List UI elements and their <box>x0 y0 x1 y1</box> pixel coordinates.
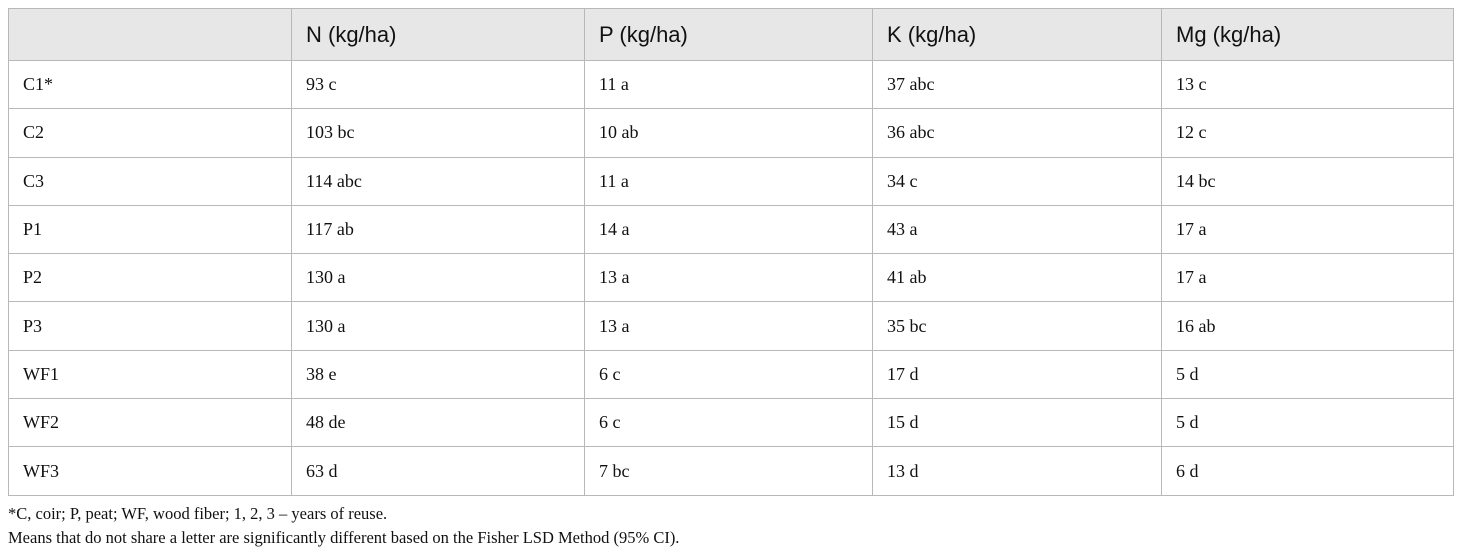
row-label: WF1 <box>8 349 292 400</box>
table-cell: 38 e <box>291 349 585 400</box>
row-label: P2 <box>8 253 292 303</box>
table-row: C2 103 bc 10 ab 36 abc 12 c <box>8 108 1454 158</box>
table-cell: 6 c <box>584 349 873 400</box>
table-row: C3 114 abc 11 a 34 c 14 bc <box>8 156 1454 206</box>
table-cell: 7 bc <box>584 446 873 496</box>
table-cell: 48 de <box>291 398 585 448</box>
table-cell: 13 d <box>872 446 1162 496</box>
footnote: *C, coir; P, peat; WF, wood fiber; 1, 2,… <box>8 504 388 523</box>
table-cell: 93 c <box>291 59 585 110</box>
row-label: C3 <box>8 156 292 206</box>
table-cell: 5 d <box>1161 398 1454 448</box>
table-cell: 117 ab <box>291 204 585 255</box>
table-cell: 12 c <box>1161 108 1454 158</box>
row-label: WF2 <box>8 398 292 448</box>
row-label: P1 <box>8 204 292 255</box>
table-cell: 36 abc <box>872 108 1162 158</box>
table-row: P1 117 ab 14 a 43 a 17 a <box>8 204 1454 255</box>
footnote: Means that do not share a letter are sig… <box>8 528 680 547</box>
table-cell: 63 d <box>291 446 585 496</box>
table-cell: 14 bc <box>1161 156 1454 206</box>
header-cell: Mg (kg/ha) <box>1161 8 1454 61</box>
header-row: N (kg/ha) P (kg/ha) K (kg/ha) Mg (kg/ha) <box>8 8 1454 61</box>
table-cell: 34 c <box>872 156 1162 206</box>
table-cell: 16 ab <box>1161 301 1454 351</box>
row-label: C2 <box>8 108 292 158</box>
table-cell: 5 d <box>1161 349 1454 400</box>
row-label: C1* <box>8 59 292 110</box>
table-cell: 11 a <box>584 59 873 110</box>
table-cell: 43 a <box>872 204 1162 255</box>
table-cell: 103 bc <box>291 108 585 158</box>
table-cell: 11 a <box>584 156 873 206</box>
table-cell: 15 d <box>872 398 1162 448</box>
header-cell: N (kg/ha) <box>291 8 585 61</box>
footnotes: *C, coir; P, peat; WF, wood fiber; 1, 2,… <box>8 502 679 550</box>
header-cell <box>8 8 292 61</box>
table-body: C1* 93 c 11 a 37 abc 13 c C2 103 bc 10 ab 36 abc… <box>8 59 1454 496</box>
table-cell: 10 ab <box>584 108 873 158</box>
table-cell: 37 abc <box>872 59 1162 110</box>
header-cell: K (kg/ha) <box>872 8 1162 61</box>
table-cell: 17 d <box>872 349 1162 400</box>
data-table: N (kg/ha) P (kg/ha) K (kg/ha) Mg (kg/ha) C1… <box>8 8 1454 496</box>
header-cell: P (kg/ha) <box>584 8 873 61</box>
table-cell: 35 bc <box>872 301 1162 351</box>
table-cell: 14 a <box>584 204 873 255</box>
table-cell: 130 a <box>291 301 585 351</box>
table-cell: 130 a <box>291 253 585 303</box>
table-cell: 114 abc <box>291 156 585 206</box>
table-row: P2 130 a 13 a 41 ab 17 a <box>8 253 1454 303</box>
table-cell: 6 c <box>584 398 873 448</box>
table-cell: 13 a <box>584 253 873 303</box>
table-cell: 6 d <box>1161 446 1454 496</box>
table-row: P3 130 a 13 a 35 bc 16 ab <box>8 301 1454 351</box>
row-label: P3 <box>8 301 292 351</box>
table-cell: 17 a <box>1161 253 1454 303</box>
table-cell: 41 ab <box>872 253 1162 303</box>
table-row: C1* 93 c 11 a 37 abc 13 c <box>8 59 1454 110</box>
table-cell: 13 a <box>584 301 873 351</box>
table-cell: 13 c <box>1161 59 1454 110</box>
table-cell: 17 a <box>1161 204 1454 255</box>
row-label: WF3 <box>8 446 292 496</box>
